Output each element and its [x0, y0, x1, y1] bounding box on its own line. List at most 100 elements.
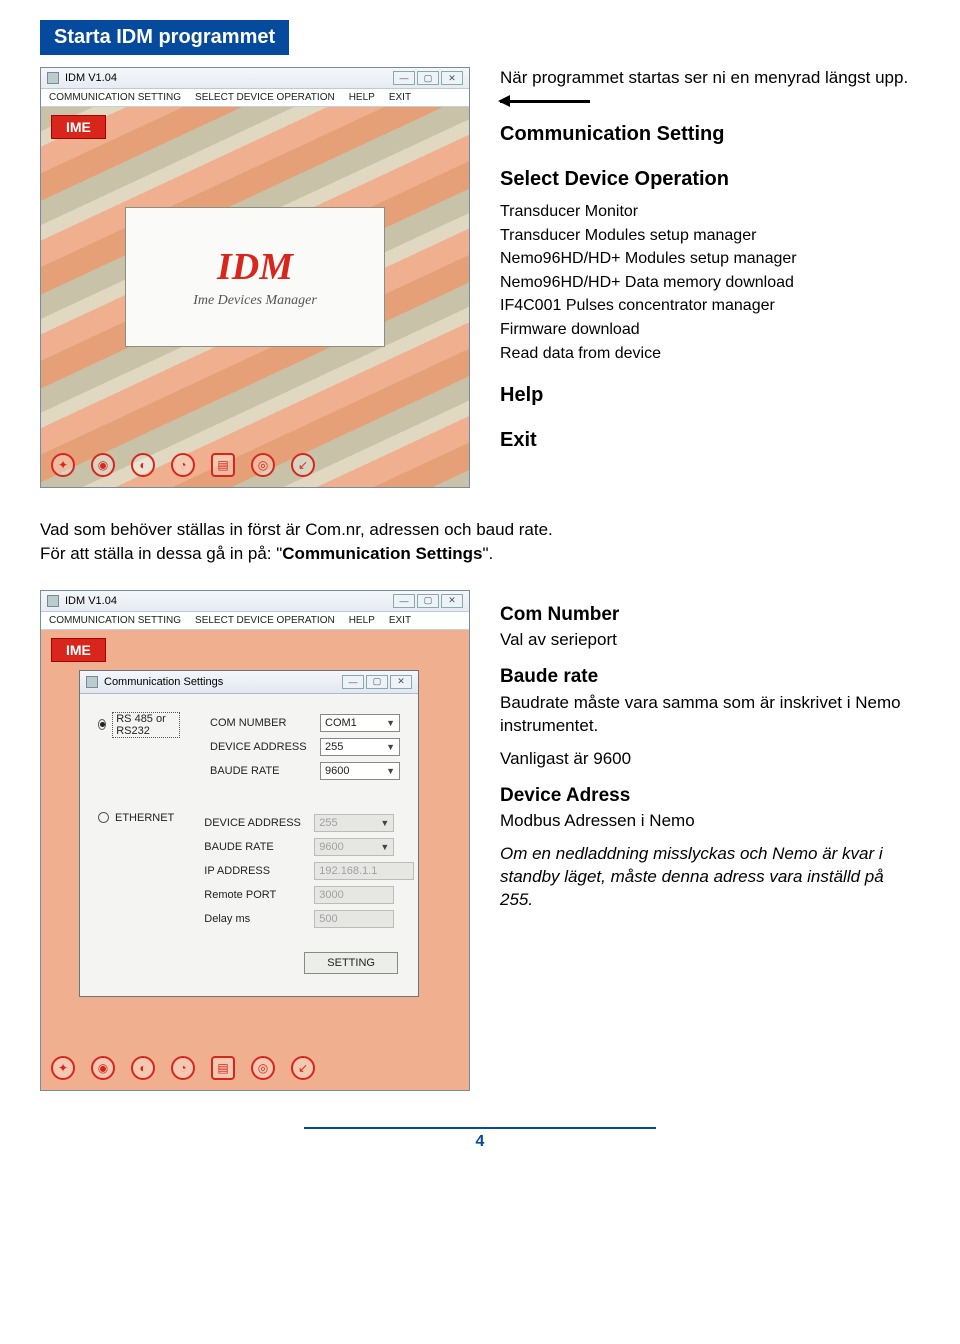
- com-number-select[interactable]: COM1▼: [320, 714, 400, 732]
- menubar: COMMUNICATION SETTING SELECT DEVICE OPER…: [41, 612, 469, 630]
- com-number-label: COM NUMBER: [210, 717, 320, 729]
- chevron-down-icon: ▼: [380, 842, 389, 852]
- ip-address-label: IP ADDRESS: [204, 865, 314, 877]
- tool-icon[interactable]: ◉: [91, 1056, 115, 1080]
- window-title: IDM V1.04: [65, 595, 117, 607]
- menu-item[interactable]: EXIT: [389, 615, 411, 626]
- tool-icon[interactable]: ◔: [171, 453, 195, 477]
- device-address-text: Modbus Adressen i Nemo: [500, 810, 920, 833]
- baude-rate-select[interactable]: 9600▼: [320, 762, 400, 780]
- mid-line1: Vad som behöver ställas in först är Com.…: [40, 520, 553, 539]
- titlebar: IDM V1.04 — ▢ ✕: [41, 591, 469, 612]
- dialog-title: Communication Settings: [104, 676, 223, 688]
- radio-icon: [98, 719, 106, 730]
- setting-button[interactable]: SETTING: [304, 952, 398, 974]
- radio-ethernet[interactable]: ETHERNET: [98, 812, 174, 824]
- device-address2-label: DEVICE ADDRESS: [204, 817, 314, 829]
- tool-icon[interactable]: ↙: [291, 453, 315, 477]
- baude-rate-text1: Baudrate måste vara samma som är inskriv…: [500, 692, 920, 738]
- remote-port-field: 3000: [314, 886, 394, 904]
- app-window-2: IDM V1.04 — ▢ ✕ COMMUNICATION SETTING SE…: [40, 590, 470, 1091]
- exit-heading: Exit: [500, 427, 920, 454]
- ime-logo: IME: [51, 638, 106, 662]
- list-item: Firmware download: [500, 319, 920, 341]
- delay-label: Delay ms: [204, 913, 314, 925]
- idm-subtitle: Ime Devices Manager: [193, 293, 317, 309]
- chevron-down-icon: ▼: [380, 818, 389, 828]
- device-address-heading: Device Adress: [500, 783, 920, 809]
- maximize-button[interactable]: ▢: [417, 594, 439, 608]
- radio-rs485[interactable]: RS 485 or RS232: [98, 712, 180, 738]
- menu-item[interactable]: HELP: [349, 615, 375, 626]
- menu-item[interactable]: HELP: [349, 92, 375, 103]
- tool-icon[interactable]: ◉: [91, 453, 115, 477]
- list-item: Transducer Modules setup manager: [500, 225, 920, 247]
- device-operation-list: Transducer Monitor Transducer Modules se…: [500, 201, 920, 364]
- titlebar: IDM V1.04 — ▢ ✕: [41, 68, 469, 89]
- ime-logo: IME: [51, 115, 106, 139]
- comm-settings-dialog: Communication Settings — ▢ ✕: [79, 670, 419, 997]
- menu-item[interactable]: SELECT DEVICE OPERATION: [195, 615, 335, 626]
- tool-icon[interactable]: ✦: [51, 453, 75, 477]
- toolbar-icons: ✦ ◉ ◐ ◔ ▤ ◎ ↙: [51, 1056, 315, 1080]
- note-text: Om en nedladdning misslyckas och Nemo är…: [500, 844, 884, 909]
- toolbar-icons: ✦ ◉ ◐ ◔ ▤ ◎ ↙: [51, 453, 315, 477]
- minimize-button[interactable]: —: [393, 594, 415, 608]
- description-column: När programmet startas ser ni en menyrad…: [500, 67, 920, 462]
- dialog-max-button[interactable]: ▢: [366, 675, 388, 689]
- splash-card: IDM Ime Devices Manager: [125, 207, 385, 347]
- radio-label: RS 485 or RS232: [112, 712, 180, 738]
- mid-line2-post: ".: [483, 544, 494, 563]
- delay-field: 500: [314, 910, 394, 928]
- maximize-button[interactable]: ▢: [417, 71, 439, 85]
- device-address2-select: 255▼: [314, 814, 394, 832]
- dialog-titlebar: Communication Settings — ▢ ✕: [80, 671, 418, 694]
- close-button[interactable]: ✕: [441, 71, 463, 85]
- list-item: Nemo96HD/HD+ Data memory download: [500, 272, 920, 294]
- screenshot-1: IDM V1.04 — ▢ ✕ COMMUNICATION SETTING SE…: [40, 67, 470, 488]
- page-heading: Starta IDM programmet: [40, 20, 289, 55]
- com-number-text: Val av serieport: [500, 629, 920, 652]
- device-address-select[interactable]: 255▼: [320, 738, 400, 756]
- tool-icon[interactable]: ▤: [211, 453, 235, 477]
- description-column-2: Com Number Val av serieport Baude rate B…: [500, 590, 920, 922]
- arrow-icon: [500, 100, 590, 103]
- com-number-heading: Com Number: [500, 602, 920, 628]
- tool-icon[interactable]: ◐: [131, 453, 155, 477]
- baude-rate2-select: 9600▼: [314, 838, 394, 856]
- tool-icon[interactable]: ◎: [251, 453, 275, 477]
- list-item: IF4C001 Pulses concentrator manager: [500, 295, 920, 317]
- close-button[interactable]: ✕: [441, 594, 463, 608]
- device-address-label: DEVICE ADDRESS: [210, 741, 320, 753]
- remote-port-label: Remote PORT: [204, 889, 314, 901]
- list-item: Transducer Monitor: [500, 201, 920, 223]
- tool-icon[interactable]: ◎: [251, 1056, 275, 1080]
- tool-icon[interactable]: ✦: [51, 1056, 75, 1080]
- chevron-down-icon: ▼: [386, 742, 395, 752]
- screenshot-2: IDM V1.04 — ▢ ✕ COMMUNICATION SETTING SE…: [40, 590, 470, 1091]
- dialog-close-button[interactable]: ✕: [390, 675, 412, 689]
- chevron-down-icon: ▼: [386, 766, 395, 776]
- tool-icon[interactable]: ◐: [131, 1056, 155, 1080]
- radio-icon: [98, 812, 109, 823]
- tool-icon[interactable]: ◔: [171, 1056, 195, 1080]
- mid-line2-pre: För att ställa in dessa gå in på: ": [40, 544, 282, 563]
- minimize-button[interactable]: —: [393, 71, 415, 85]
- baude-rate-text2: Vanligast är 9600: [500, 748, 920, 771]
- menu-item[interactable]: EXIT: [389, 92, 411, 103]
- mid-line2-bold: Communication Settings: [282, 544, 482, 563]
- app-icon: [47, 595, 59, 607]
- baude-rate-heading: Baude rate: [500, 664, 920, 690]
- idm-logo-text: IDM: [217, 245, 293, 289]
- menu-item[interactable]: COMMUNICATION SETTING: [49, 92, 181, 103]
- menu-item[interactable]: COMMUNICATION SETTING: [49, 615, 181, 626]
- list-item: Nemo96HD/HD+ Modules setup manager: [500, 248, 920, 270]
- list-item: Read data from device: [500, 343, 920, 365]
- menu-item[interactable]: SELECT DEVICE OPERATION: [195, 92, 335, 103]
- tool-icon[interactable]: ▤: [211, 1056, 235, 1080]
- dialog-min-button[interactable]: —: [342, 675, 364, 689]
- chevron-down-icon: ▼: [386, 718, 395, 728]
- app-icon: [47, 72, 59, 84]
- tool-icon[interactable]: ↙: [291, 1056, 315, 1080]
- baude-rate2-label: BAUDE RATE: [204, 841, 314, 853]
